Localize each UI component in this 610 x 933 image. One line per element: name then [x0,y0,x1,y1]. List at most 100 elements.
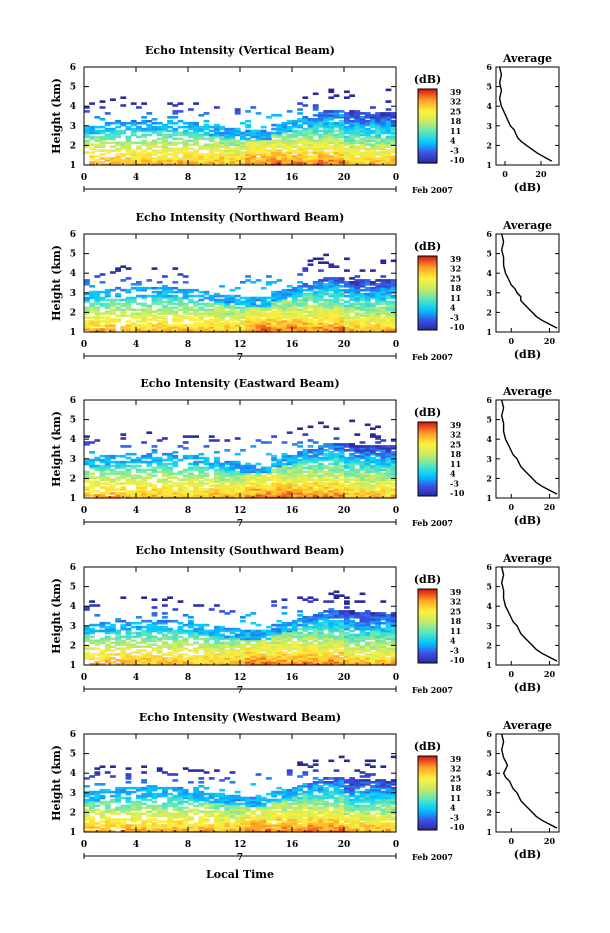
heatmap-cell [224,461,230,464]
heatmap-cell [110,145,116,148]
heatmap-cell [162,634,168,637]
colorbar-tick-label: 32 [450,97,461,107]
heatmap-cell [131,465,137,468]
heatmap-cell [360,116,366,119]
heatmap-cell [214,293,220,296]
heatmap-cell [313,118,319,121]
heatmap-cell [313,320,319,323]
heatmap-cell [375,445,381,448]
heatmap-cell [120,640,126,643]
heatmap-cell [188,108,194,111]
heatmap-cell [235,322,241,325]
heatmap-cell [157,126,163,129]
heatmap-cell [219,126,225,129]
heatmap-cell [375,459,381,462]
heatmap-cell [313,643,319,646]
heatmap-cell [308,600,314,603]
x-tick-label: 20 [338,173,351,183]
heatmap-cell [84,307,90,310]
heatmap-cell [240,297,246,300]
heatmap-cell [204,303,210,306]
heatmap-cell [172,473,178,476]
heatmap-cell [256,305,262,308]
heatmap-cell [354,275,360,278]
heatmap-cell [386,89,392,92]
heatmap-cell [334,427,340,430]
heatmap-cell [178,626,184,629]
heatmap-cell [328,151,334,154]
y-tick-label: 5 [70,83,76,93]
heatmap-cell [126,157,132,160]
heatmap-cell [152,647,158,650]
heatmap-cell [224,449,230,452]
heatmap-cell [131,120,137,123]
heatmap-cell [110,324,116,327]
heatmap-cell [110,484,116,487]
heatmap-cell [375,453,381,456]
heatmap-cell [136,281,142,284]
heatmap-cell [157,478,163,481]
heatmap-cell [302,598,308,601]
heatmap-cell [89,600,95,603]
heatmap-cell [126,478,132,481]
heatmap-cell [349,316,355,319]
heatmap-cell [89,647,95,650]
heatmap-cell [157,155,163,158]
heatmap-cell [230,322,236,325]
heatmap-cell [120,104,126,107]
date-day: 7 [237,519,243,529]
heatmap-cell [126,653,132,656]
heatmap-cell [370,287,376,290]
heatmap-cell [204,445,210,448]
heatmap-cell [240,122,246,125]
heatmap-cell [120,596,126,599]
heatmap-cell [276,620,282,623]
heatmap-cell [271,600,277,603]
heatmap-cell [360,151,366,154]
heatmap-cell [100,324,106,327]
heatmap-cell [198,488,204,491]
heatmap-cell [105,626,111,629]
heatmap-cell [214,653,220,656]
heatmap-cell [105,482,111,485]
average-y-tick-label: 5 [486,82,492,92]
x-tick-label: 20 [338,340,351,350]
heatmap-cell [297,624,303,627]
heatmap-cell [297,632,303,635]
heatmap-cell [209,126,215,129]
heatmap-cell [297,299,303,302]
heatmap-cell [282,606,288,609]
heatmap-cell [266,301,272,304]
heatmap-cell [110,465,116,468]
heatmap-cell [178,138,184,141]
heatmap-cell [380,316,386,319]
heatmap-cell [100,273,106,276]
heatmap-cell [178,314,184,317]
heatmap-cell [115,471,121,474]
heatmap-cell [365,128,371,131]
heatmap-cell [308,305,314,308]
heatmap-cell [141,116,147,119]
average-y-tick-label: 1 [486,160,492,170]
average-y-tick-label: 2 [486,307,492,317]
heatmap-cell [271,604,277,607]
heatmap-cell [100,638,106,641]
heatmap-cell [344,281,350,284]
heatmap-cell [287,134,293,137]
heatmap-cell [204,638,210,641]
heatmap-cell [235,437,241,440]
heatmap-cell [131,643,137,646]
heatmap-cell [115,293,121,296]
heatmap-cell [115,647,121,650]
heatmap-cell [370,303,376,306]
heatmap-cell [323,634,329,637]
colorbar-tick-label: 4 [450,136,456,146]
heatmap-cell [172,295,178,298]
heatmap-cell [318,642,324,645]
heatmap-cell [193,624,199,627]
heatmap-cell [380,112,386,115]
heatmap-cell [89,161,95,164]
heatmap-cell [271,475,277,478]
heatmap-cell [89,328,95,331]
